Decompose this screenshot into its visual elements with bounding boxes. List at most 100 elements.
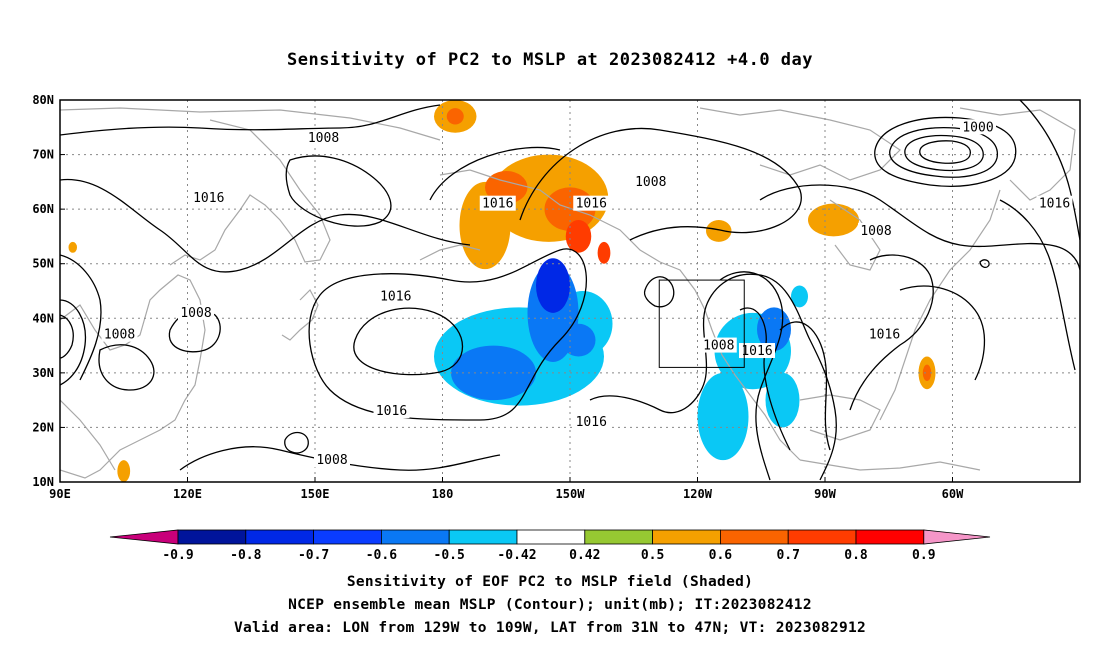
colorbar-label: 0.6 — [709, 548, 733, 563]
contour-label: 1016 — [576, 197, 607, 212]
positive-sensitivity-area — [117, 460, 131, 482]
contour-line — [849, 254, 934, 411]
contour-line — [589, 273, 837, 481]
contour-label: 1008 — [860, 224, 891, 239]
lon-tick-label: 150E — [301, 487, 330, 501]
contour-label-bg — [305, 130, 342, 146]
contour-label-bg — [866, 326, 903, 342]
colorbar-segment — [448, 529, 518, 545]
contour-label-bg — [377, 288, 414, 304]
colorbar: -0.9 -0.8 -0.7 -0.6 -0.5 -0.42 0.42 0.5 0.6 0.7 0.… — [109, 529, 991, 563]
contour-label: 1016 — [869, 328, 900, 343]
contour-label: 1016 — [193, 191, 224, 206]
contour-label-bg — [700, 337, 737, 353]
contour-label-bg — [739, 343, 775, 359]
contour-line — [889, 126, 998, 178]
contour-line — [429, 146, 561, 201]
positive-sensitivity-area — [922, 364, 932, 382]
contour-line — [643, 276, 675, 308]
colorbar-segment — [245, 529, 315, 545]
positive-sensitivity-area — [565, 220, 592, 253]
contour-label: 1008 — [316, 453, 347, 468]
colorbar-label: 0.7 — [776, 548, 799, 563]
colorbar-label: 0.5 — [641, 548, 664, 563]
contour-line — [1019, 100, 1080, 241]
axis-labels: 90E 120E 150E 180 150W 120W 90W 60W 10N 20N 30N 40N… — [32, 93, 964, 501]
contour-label-bg — [190, 190, 227, 206]
colorbar-label: -0.8 — [230, 548, 261, 563]
positive-sensitivity-area — [808, 203, 859, 237]
lon-tick-label: 90W — [814, 487, 836, 501]
contour-line — [60, 178, 471, 273]
contour-label: 1016 — [482, 197, 513, 212]
colorbar-label: 0.9 — [912, 548, 935, 563]
coast-na-west — [659, 261, 801, 461]
positive-sensitivity-area — [706, 220, 732, 242]
contour-line — [999, 199, 1076, 371]
negative-sensitivity-area — [697, 372, 749, 461]
contour-label: 1008 — [104, 328, 135, 343]
coast-gulf — [799, 394, 881, 441]
contour-label-bg — [960, 119, 996, 135]
contour-label: 1016 — [380, 289, 411, 304]
contour-label-bg — [1036, 195, 1073, 211]
contour-line — [353, 307, 464, 376]
negative-sensitivity-area — [536, 258, 570, 313]
coast-japan — [281, 289, 319, 341]
contour-line — [779, 321, 831, 451]
contour-label: 1016 — [1039, 197, 1070, 212]
contour-label: 1008 — [308, 131, 339, 146]
contour-line — [60, 314, 74, 359]
contour-label: 1016 — [741, 344, 772, 359]
lon-tick-label: 150W — [556, 487, 586, 501]
colorbar-label: 0.8 — [844, 548, 868, 563]
contour-label: 1016 — [376, 404, 407, 419]
colorbar-segment — [855, 529, 925, 545]
coast-siberia-north — [60, 107, 441, 141]
colorbar-segment — [652, 529, 721, 545]
graticule — [60, 100, 1080, 482]
contour-label: 1016 — [576, 415, 607, 430]
colorbar-segment — [720, 529, 789, 545]
chart-title: Sensitivity of PC2 to MSLP at 2023082412… — [286, 50, 813, 70]
contour-label-bg — [632, 173, 669, 189]
lat-tick-label: 30N — [32, 366, 54, 380]
contour-label-bg — [858, 222, 894, 238]
colorbar-label: -0.6 — [366, 548, 397, 563]
colorbar-low-arrow — [109, 529, 179, 545]
contour-label-bg — [373, 403, 410, 419]
contour-line — [285, 155, 392, 227]
contour-line — [60, 299, 87, 386]
coast-greenland — [959, 107, 1076, 201]
colorbar-segment — [177, 529, 247, 545]
lat-tick-label: 70N — [32, 148, 54, 162]
contour-label: 1008 — [635, 175, 666, 190]
lat-tick-label: 40N — [32, 311, 54, 325]
caption-line-3: Valid area: LON from 129W to 109W, LAT f… — [233, 620, 867, 636]
valid-area-box — [658, 279, 745, 368]
lat-tick-label: 50N — [32, 257, 54, 271]
contour-label-bg — [479, 195, 516, 211]
contour-line — [719, 271, 784, 481]
contour-label-bg — [573, 413, 610, 429]
contour-label: 1000 — [962, 120, 993, 135]
coast-arctic-canada — [699, 107, 901, 181]
lon-tick-label: 90E — [49, 487, 71, 501]
lon-tick-label: 120E — [173, 487, 202, 501]
contour-line — [979, 259, 990, 269]
negative-sensitivity-area — [791, 285, 808, 308]
contour-line — [759, 184, 1080, 271]
positive-sensitivity-area — [446, 108, 464, 125]
contour-line — [60, 104, 441, 136]
negative-sensitivity-area — [561, 323, 596, 357]
contour-line — [60, 254, 102, 381]
colorbar-high-arrow — [923, 529, 991, 545]
coast-na-east — [879, 189, 1001, 421]
colorbar-segment — [380, 529, 450, 545]
contour-label: 1008 — [180, 306, 211, 321]
contour-label-bg — [314, 452, 350, 468]
coast-aleutians — [419, 244, 481, 261]
coast-kamchatka — [169, 119, 331, 266]
caption-line-2: NCEP ensemble mean MSLP (Contour); unit(… — [288, 597, 812, 613]
contour-line — [519, 127, 802, 241]
